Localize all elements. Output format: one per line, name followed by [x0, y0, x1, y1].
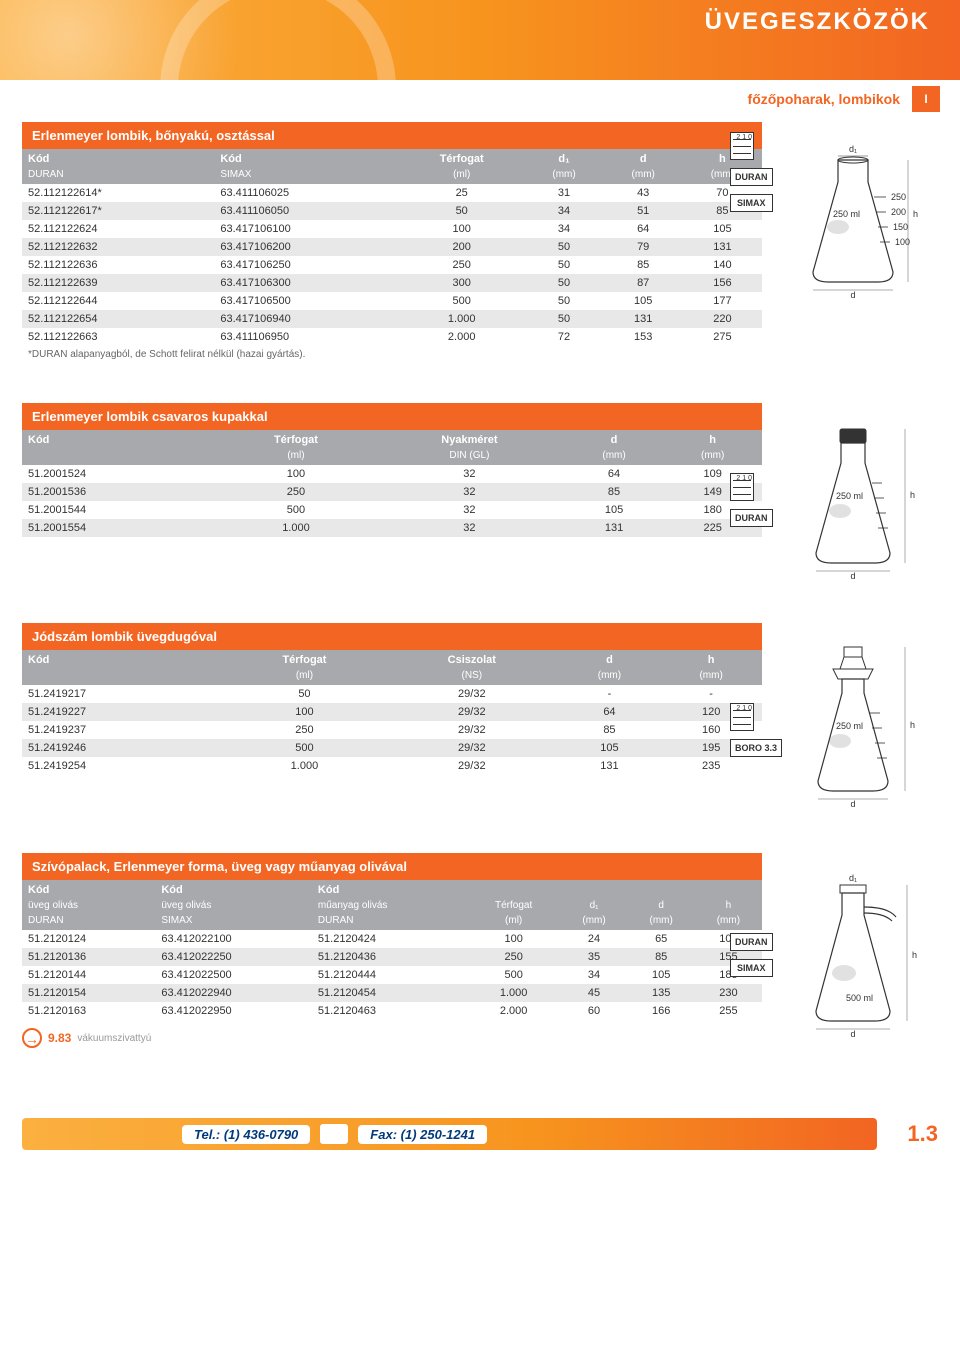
svg-text:h: h — [910, 720, 915, 730]
section-tab: I — [912, 86, 940, 112]
table-row: 52.11212262463.4171061001003464105 — [22, 220, 762, 238]
svg-text:250 ml: 250 ml — [836, 491, 863, 501]
table-row: 51.241923725029/3285160 — [22, 721, 762, 739]
svg-text:250 ml: 250 ml — [833, 209, 860, 219]
table-row: 52.112122614*63.41110602525314370 — [22, 184, 762, 202]
table-row: 51.212015463.41202294051.21204541.000451… — [22, 984, 762, 1002]
footer-logo-icon — [320, 1124, 348, 1144]
svg-text:h: h — [912, 950, 917, 960]
svg-text:d: d — [850, 290, 855, 300]
footer-phone: Tel.: (1) 436-0790 — [182, 1125, 310, 1144]
table-row: 52.11212264463.41710650050050105177 — [22, 292, 762, 310]
flask-diagram: 250 ml h d BORO 3.3 — [778, 623, 938, 813]
table-row: 51.212016363.41202295051.21204632.000601… — [22, 1002, 762, 1020]
table-row: 51.24192175029/32-- — [22, 685, 762, 703]
table-row: 52.11212266363.4111069502.00072153275 — [22, 328, 762, 346]
svg-text:d₁: d₁ — [849, 873, 857, 883]
table-row: 51.20015362503285149 — [22, 483, 762, 501]
cross-reference[interactable]: → 9.83 vákuumszivattyú — [22, 1028, 151, 1048]
table-row: 52.11212265463.4171069401.00050131220 — [22, 310, 762, 328]
svg-text:h: h — [913, 209, 918, 219]
page-title: ÜVEGESZKÖZÖK — [705, 8, 930, 36]
flask-diagram: d₁ 500 ml h d DURAN SIMAX — [778, 853, 938, 1043]
table-title: Erlenmeyer lombik csavaros kupakkal — [22, 403, 762, 430]
table-row: 52.11212263263.4171062002005079131 — [22, 238, 762, 256]
table-row: 51.24192541.00029/32131235 — [22, 757, 762, 775]
svg-text:h: h — [910, 490, 915, 500]
table-row: 51.241924650029/32105195 — [22, 739, 762, 757]
table-title: Jódszám lombik üvegdugóval — [22, 623, 762, 650]
col-kod-simax: Kód — [214, 149, 399, 169]
table-row: 51.20015241003264109 — [22, 465, 762, 483]
page-number: 1.3 — [907, 1121, 938, 1147]
arrow-icon: → — [22, 1028, 42, 1048]
subtitle: főzőpoharak, lombikok — [0, 91, 900, 107]
brand-badge-duran: DURAN — [730, 168, 773, 186]
svg-text:d₁: d₁ — [849, 144, 857, 154]
col-volume: Térfogat — [399, 149, 525, 169]
scale-icon — [730, 473, 754, 501]
svg-text:150: 150 — [893, 222, 908, 232]
section-erlenmeyer-screwcap: Erlenmeyer lombik csavaros kupakkal Kód … — [22, 403, 938, 583]
footer: Tel.: (1) 436-0790 Fax: (1) 250-1241 1.3 — [0, 1118, 960, 1150]
table-row: 52.112122617*63.41110605050345185 — [22, 202, 762, 220]
brand-badge-simax: SIMAX — [730, 959, 773, 977]
subtitle-row: főzőpoharak, lombikok I — [0, 80, 960, 112]
table-row: 51.200154450032105180 — [22, 501, 762, 519]
flask-diagram: d₁ 250 200 150 100 250 ml h d DURAN SIMA… — [778, 122, 938, 302]
header-band: ÜVEGESZKÖZÖK — [0, 0, 960, 80]
table-row: 51.20015541.00032131225 — [22, 519, 762, 537]
product-table: Kód Térfogat Nyakméret d h (ml) DIN (GL)… — [22, 430, 762, 537]
brand-badge-duran: DURAN — [730, 933, 773, 951]
table-row: 51.212014463.41202250051.212044450034105… — [22, 966, 762, 984]
section-suction-flask: Szívópalack, Erlenmeyer forma, üveg vagy… — [22, 853, 938, 1048]
section-iodine-flask: Jódszám lombik üvegdugóval Kód Térfogat … — [22, 623, 938, 813]
product-table: Kód Kód Kód üveg olivás üveg olivás műan… — [22, 880, 762, 1020]
scale-icon — [730, 703, 754, 731]
table-row: 52.11212263963.4171063003005087156 — [22, 274, 762, 292]
brand-badge-simax: SIMAX — [730, 194, 773, 212]
svg-text:d: d — [850, 1029, 855, 1039]
svg-text:d: d — [850, 799, 855, 809]
footnote: *DURAN alapanyagból, de Schott felirat n… — [22, 346, 762, 363]
svg-text:250: 250 — [891, 192, 906, 202]
scale-icon — [730, 132, 754, 160]
flask-diagram: 250 ml h d DURAN — [778, 403, 938, 583]
svg-text:d: d — [850, 571, 855, 581]
svg-text:500 ml: 500 ml — [846, 993, 873, 1003]
col-d1: d₁ — [524, 149, 603, 169]
table-title: Erlenmeyer lombik, bőnyakú, osztással — [22, 122, 762, 149]
table-row: 51.241922710029/3264120 — [22, 703, 762, 721]
table-row: 51.212013663.41202225051.212043625035851… — [22, 948, 762, 966]
table-title: Szívópalack, Erlenmeyer forma, üveg vagy… — [22, 853, 762, 880]
svg-text:250 ml: 250 ml — [836, 721, 863, 731]
product-table: Kód Kód Térfogat d₁ d h DURAN SIMAX (ml)… — [22, 149, 762, 346]
section-erlenmeyer-wide-neck: Erlenmeyer lombik, bőnyakú, osztással Kó… — [22, 122, 938, 363]
brand-badge-boro: BORO 3.3 — [730, 739, 782, 757]
svg-text:100: 100 — [895, 237, 910, 247]
table-row: 51.212012463.41202210051.212042410024651… — [22, 930, 762, 948]
product-table: Kód Térfogat Csiszolat d h (ml) (NS) (mm… — [22, 650, 762, 775]
brand-badge-duran: DURAN — [730, 509, 773, 527]
svg-text:200: 200 — [891, 207, 906, 217]
table-row: 52.11212263663.4171062502505085140 — [22, 256, 762, 274]
col-d: d — [604, 149, 683, 169]
col-kod-duran: Kód — [22, 149, 214, 169]
footer-fax: Fax: (1) 250-1241 — [358, 1125, 487, 1144]
